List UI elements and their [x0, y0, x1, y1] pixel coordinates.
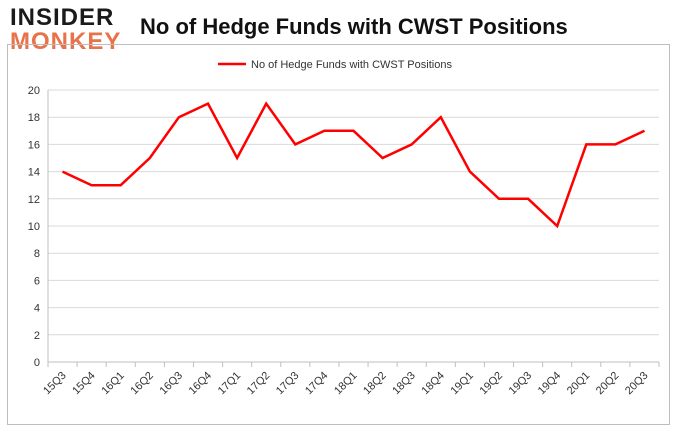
x-tick-label: 18Q2 [361, 370, 389, 398]
series-lines [61, 101, 646, 229]
x-tick-label: 19Q1 [448, 370, 476, 398]
x-tick-label: 15Q4 [70, 370, 98, 398]
y-tick-label: 16 [28, 139, 40, 151]
y-tick-label: 4 [34, 303, 40, 315]
x-tick-label: 16Q2 [128, 370, 156, 398]
legend: No of Hedge Funds with CWST Positions [218, 59, 452, 71]
x-tick-label: 17Q2 [245, 370, 273, 398]
series-line-0 [61, 101, 646, 229]
legend-label: No of Hedge Funds with CWST Positions [251, 59, 452, 71]
x-tick-label: 20Q2 [594, 370, 622, 398]
y-tick-label: 18 [28, 112, 40, 124]
x-tick-label: 17Q3 [274, 370, 302, 398]
x-tick-label: 18Q4 [419, 370, 447, 398]
y-tick-label: 14 [28, 167, 40, 179]
x-tick-label: 20Q1 [565, 370, 593, 398]
y-tick-label: 12 [28, 194, 40, 206]
y-axis-ticks: 0 2 4 6 8 10 12 14 16 18 20 [28, 85, 40, 369]
y-tick-label: 20 [28, 85, 40, 97]
x-tick-label: 15Q3 [41, 370, 69, 398]
y-tick-label: 2 [34, 330, 40, 342]
x-tick-label: 19Q4 [536, 370, 564, 398]
logo-text-insider: INSIDER [10, 4, 115, 31]
gridlines [47, 89, 659, 363]
y-tick-label: 8 [34, 248, 40, 260]
y-tick-label: 6 [34, 275, 40, 287]
x-tick-label: 17Q1 [216, 370, 244, 398]
logo-text-monkey: MONKEY [10, 28, 122, 55]
chart-title: No of Hedge Funds with CWST Positions [140, 14, 568, 39]
x-tick-label: 16Q3 [158, 370, 186, 398]
x-tick-label: 16Q1 [99, 370, 127, 398]
insider-monkey-logo: INSIDER MONKEY [10, 6, 128, 58]
x-tick-label: 19Q3 [507, 370, 535, 398]
x-tick-label: 19Q2 [478, 370, 506, 398]
y-tick-label: 10 [28, 221, 40, 233]
x-tick-label: 18Q1 [332, 370, 360, 398]
chart-frame [7, 44, 670, 425]
x-tick-label: 20Q3 [623, 370, 651, 398]
y-tick-label: 0 [34, 357, 40, 369]
x-axis-ticks: 15Q3 15Q4 16Q1 16Q2 16Q3 16Q4 17Q1 17Q2 17Q3 17Q4… [41, 362, 660, 398]
x-tick-label: 17Q4 [303, 370, 331, 398]
x-tick-label: 18Q3 [390, 370, 418, 398]
x-tick-label: 16Q4 [187, 370, 215, 398]
